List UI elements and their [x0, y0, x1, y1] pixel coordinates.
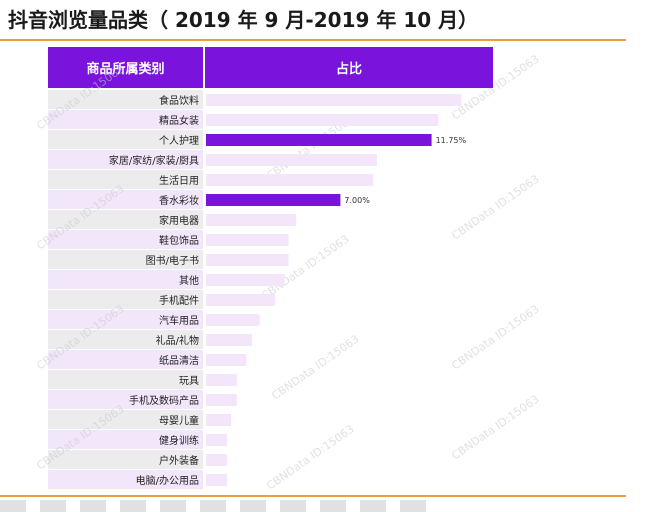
category-label: 个人护理: [159, 134, 199, 147]
category-label: 家用电器: [159, 214, 199, 227]
bar: [206, 314, 260, 326]
page-title: 抖音浏览量品类（ 2019 年 9 月-2019 年 10 月）: [8, 8, 479, 32]
category-label: 手机配件: [159, 294, 199, 307]
category-label: 手机及数码产品: [129, 394, 199, 407]
category-label: 汽车用品: [159, 314, 199, 327]
bar: [206, 374, 237, 386]
row-background: [48, 110, 203, 129]
row-background: [48, 370, 203, 389]
bar: [206, 474, 228, 486]
bar: [206, 394, 237, 406]
row-background: [48, 350, 203, 369]
bar: [206, 194, 341, 206]
data-label: 7.00%: [344, 196, 370, 205]
watermark-text: CBNData ID:15063: [449, 52, 541, 122]
bar: [206, 94, 462, 106]
data-label: 11.75%: [436, 136, 467, 145]
bar: [206, 414, 231, 426]
row-background: [48, 90, 203, 109]
row-background: [48, 330, 203, 349]
bar: [206, 274, 285, 286]
row-background: [48, 310, 203, 329]
watermark-text: CBNData ID:15063: [449, 392, 541, 462]
category-labels: 食品饮料精品女装个人护理家居/家纺/家装/厨具生活日用香水彩妆家用电器鞋包饰品图…: [109, 94, 199, 487]
bar: [206, 294, 276, 306]
column-header-category: 商品所属类别: [48, 47, 203, 88]
row-background: [48, 270, 203, 289]
row-backgrounds: [48, 90, 205, 490]
row-background: [48, 190, 203, 209]
bar: [206, 254, 289, 266]
row-background: [48, 450, 203, 469]
watermark-text: CBNData ID:15063: [449, 302, 541, 372]
row-background: [48, 210, 203, 229]
bar: [206, 134, 432, 146]
category-label: 鞋包饰品: [159, 234, 199, 247]
row-background: [48, 430, 203, 449]
bars: [206, 94, 462, 486]
category-label: 家居/家纺/家装/厨具: [109, 154, 199, 167]
category-label: 其他: [179, 274, 199, 287]
column-header-share: 占比: [205, 47, 493, 88]
watermark-text: CBNData ID:15063: [269, 332, 361, 402]
title-divider: [0, 39, 626, 41]
row-background: [48, 230, 203, 249]
watermark-text: CBNData ID:15063: [449, 172, 541, 242]
row-background: [48, 470, 203, 489]
bar: [206, 334, 253, 346]
category-label: 礼品/礼物: [156, 334, 199, 347]
data-labels: 11.75% 7.00%: [344, 136, 466, 205]
category-label: 母婴儿童: [159, 414, 199, 427]
row-background: [48, 250, 203, 269]
bar: [206, 454, 228, 466]
category-label: 纸品清洁: [159, 354, 199, 367]
row-background: [48, 170, 203, 189]
category-label: 食品饮料: [159, 94, 199, 107]
category-label: 健身训练: [159, 434, 199, 447]
bar: [206, 354, 247, 366]
row-background: [48, 290, 203, 309]
bottom-divider: [0, 495, 626, 497]
bar: [206, 154, 377, 166]
row-background: [48, 150, 203, 169]
bar: [206, 174, 374, 186]
row-background: [48, 130, 203, 149]
category-label: 户外装备: [159, 454, 199, 467]
row-background: [48, 390, 203, 409]
bar: [206, 114, 439, 126]
bar: [206, 434, 228, 446]
category-label: 生活日用: [159, 174, 199, 187]
cutoff-text: [0, 500, 440, 512]
category-label: 精品女装: [159, 114, 199, 127]
row-background: [48, 410, 203, 429]
category-label: 玩具: [179, 375, 199, 387]
category-label: 香水彩妆: [159, 194, 199, 207]
bar: [206, 214, 297, 226]
category-label: 图书/电子书: [146, 254, 199, 267]
watermark-text: CBNData ID:15063: [264, 422, 356, 492]
category-label: 电脑/办公用品: [136, 474, 199, 487]
bar: [206, 234, 289, 246]
